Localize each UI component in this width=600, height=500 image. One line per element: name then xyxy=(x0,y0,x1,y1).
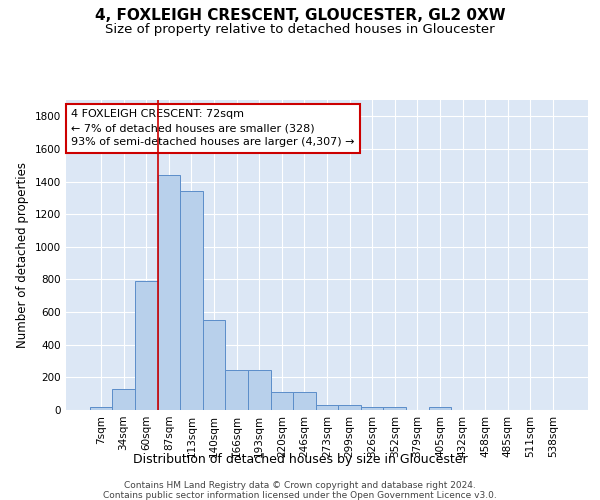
Bar xyxy=(180,192,203,410)
Bar xyxy=(248,370,271,410)
Bar xyxy=(203,320,226,410)
Bar xyxy=(112,389,135,410)
Bar xyxy=(316,405,338,410)
Bar xyxy=(383,406,406,410)
Bar xyxy=(338,405,361,410)
Bar xyxy=(361,406,383,410)
Bar xyxy=(226,370,248,410)
Bar xyxy=(293,392,316,410)
Text: 4 FOXLEIGH CRESCENT: 72sqm
← 7% of detached houses are smaller (328)
93% of semi: 4 FOXLEIGH CRESCENT: 72sqm ← 7% of detac… xyxy=(71,110,355,148)
Bar xyxy=(90,406,112,410)
Text: Distribution of detached houses by size in Gloucester: Distribution of detached houses by size … xyxy=(133,452,467,466)
Bar xyxy=(135,281,158,410)
Text: Contains public sector information licensed under the Open Government Licence v3: Contains public sector information licen… xyxy=(103,491,497,500)
Y-axis label: Number of detached properties: Number of detached properties xyxy=(16,162,29,348)
Text: Contains HM Land Registry data © Crown copyright and database right 2024.: Contains HM Land Registry data © Crown c… xyxy=(124,481,476,490)
Bar xyxy=(158,175,180,410)
Text: Size of property relative to detached houses in Gloucester: Size of property relative to detached ho… xyxy=(105,22,495,36)
Text: 4, FOXLEIGH CRESCENT, GLOUCESTER, GL2 0XW: 4, FOXLEIGH CRESCENT, GLOUCESTER, GL2 0X… xyxy=(95,8,505,22)
Bar xyxy=(271,392,293,410)
Bar xyxy=(428,406,451,410)
